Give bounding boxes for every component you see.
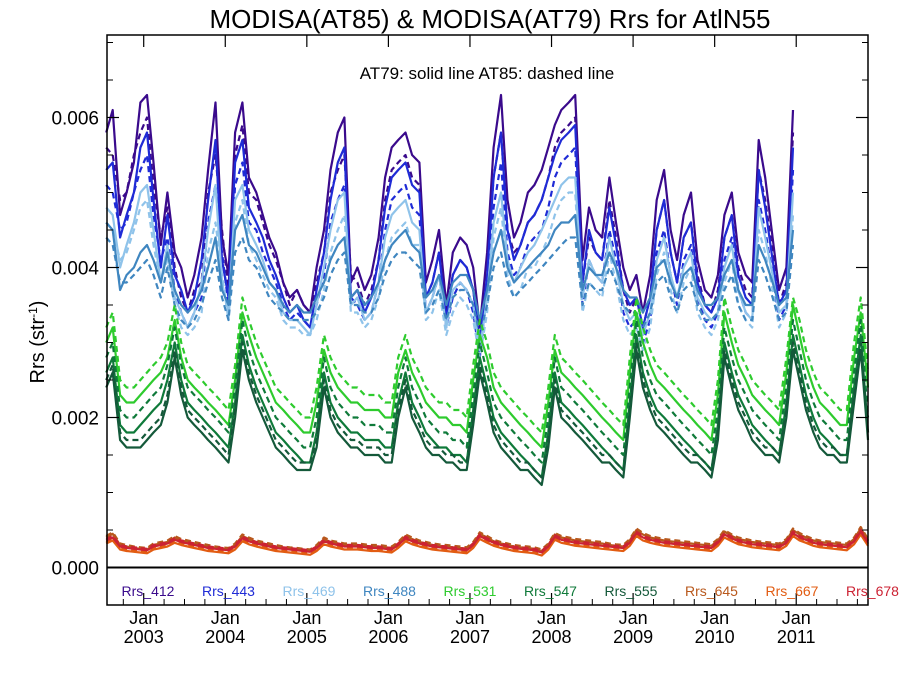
legend-entry-Rrs_469: Rrs_469 xyxy=(283,583,336,599)
y-axis-ticks: 0.000 0.002 0.004 0.006 xyxy=(51,42,868,606)
x-tick-year-5: 2008 xyxy=(532,627,572,647)
legend-entry-Rrs_443: Rrs_443 xyxy=(202,583,255,599)
x-tick-month-8: Jan xyxy=(782,608,811,628)
data-series xyxy=(105,93,870,557)
series-Rrs_488-dashed-line xyxy=(105,236,795,337)
legend: Rrs_412 Rrs_443 Rrs_469 Rrs_488 Rrs_531 Rrs_5… xyxy=(122,583,900,599)
x-tick-year-8: 2011 xyxy=(777,627,816,647)
y-axis-label-close: ) xyxy=(27,301,49,308)
legend-entry-Rrs_645: Rrs_645 xyxy=(685,583,738,599)
y-tick-label-0: 0.000 xyxy=(51,559,99,580)
series-Rrs_667-dashed-line xyxy=(105,531,869,556)
x-tick-month-2: Jan xyxy=(292,608,321,628)
x-tick-year-0: 2003 xyxy=(124,627,164,647)
series-Rrs_555-dashed-line xyxy=(105,341,870,479)
x-tick-year-1: 2004 xyxy=(205,627,245,647)
legend-entry-Rrs_412: Rrs_412 xyxy=(122,583,175,599)
series-Rrs_412-solid-line xyxy=(105,93,795,329)
x-axis-ticks: Jan2003Jan2004Jan2005Jan2006Jan2007Jan20… xyxy=(122,35,858,647)
series-Rrs_547-solid-line xyxy=(105,333,870,479)
series-Rrs_667-solid-line xyxy=(105,533,869,557)
legend-entry-Rrs_667: Rrs_667 xyxy=(766,583,819,599)
x-tick-month-1: Jan xyxy=(211,608,240,628)
x-tick-month-6: Jan xyxy=(619,608,648,628)
x-tick-year-4: 2007 xyxy=(450,627,490,647)
x-tick-year-3: 2006 xyxy=(368,627,408,647)
x-tick-month-5: Jan xyxy=(537,608,566,628)
x-tick-year-2: 2005 xyxy=(287,627,327,647)
y-axis-label-superscript: -1 xyxy=(26,307,40,318)
legend-entry-Rrs_531: Rrs_531 xyxy=(444,583,497,599)
series-Rrs_645-dashed-line xyxy=(105,525,869,551)
legend-entry-Rrs_547: Rrs_547 xyxy=(524,583,577,599)
series-Rrs_555-solid-line xyxy=(105,348,870,487)
legend-entry-Rrs_555: Rrs_555 xyxy=(605,583,658,599)
y-tick-label-2: 0.004 xyxy=(51,259,99,280)
y-tick-label-1: 0.002 xyxy=(51,409,99,430)
line-style-annotation: AT79: solid line AT85: dashed line xyxy=(360,64,615,83)
chart-title: MODISA(AT85) & MODISA(AT79) Rrs for AtlN… xyxy=(209,4,770,34)
x-tick-year-6: 2009 xyxy=(613,627,653,647)
x-tick-month-0: Jan xyxy=(129,608,158,628)
legend-entry-Rrs_488: Rrs_488 xyxy=(363,583,416,599)
x-tick-year-7: 2010 xyxy=(695,627,735,647)
x-tick-month-7: Jan xyxy=(700,608,729,628)
y-axis-label: Rrs (str-1) xyxy=(26,301,49,384)
series-Rrs_678-dashed-line xyxy=(105,528,869,553)
y-axis-label-main: Rrs (str xyxy=(27,318,49,384)
plot-frame xyxy=(106,34,869,606)
legend-entry-Rrs_678: Rrs_678 xyxy=(846,583,899,599)
series-Rrs_678-solid-line xyxy=(105,530,869,554)
x-tick-month-3: Jan xyxy=(374,608,403,628)
series-Rrs_488-solid-line xyxy=(105,213,795,322)
x-tick-month-4: Jan xyxy=(455,608,484,628)
y-tick-label-3: 0.006 xyxy=(51,109,99,130)
